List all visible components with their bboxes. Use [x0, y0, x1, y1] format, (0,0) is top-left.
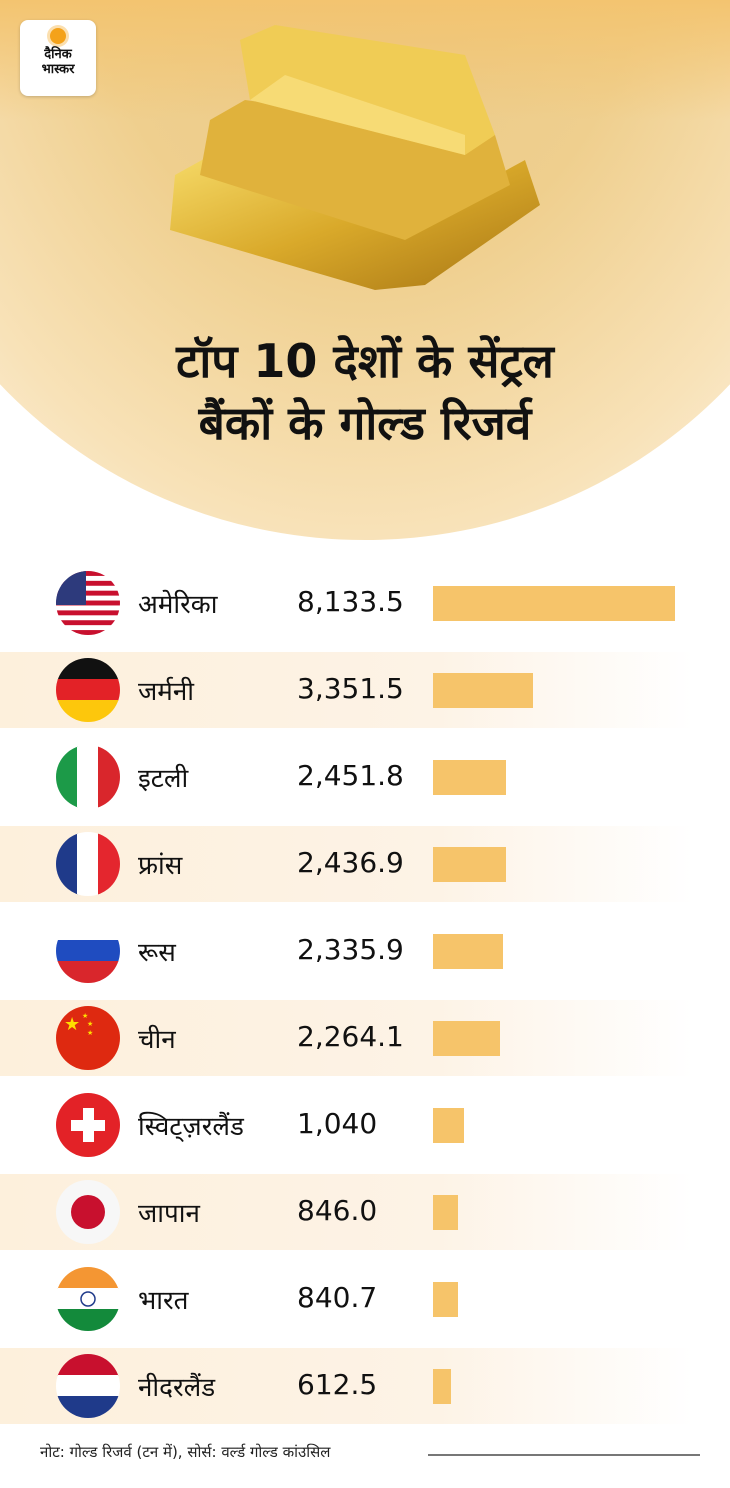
logo-text-1: दैनिक — [44, 47, 72, 62]
bar-usa — [433, 586, 675, 621]
chart-row: ★ ★ ★ ★ चीन 2,264.1 — [0, 1000, 730, 1076]
country-label: फ्रांस — [138, 851, 183, 881]
svg-text:★: ★ — [64, 1014, 80, 1035]
country-label: नीदरलैंड — [138, 1373, 216, 1403]
chart-row: रूस 2,335.9 — [0, 913, 730, 989]
divider — [428, 1454, 700, 1456]
value-label: 2,335.9 — [297, 933, 404, 966]
india-flag-icon — [56, 1267, 120, 1331]
bar-germany — [433, 673, 533, 708]
country-label: जापान — [138, 1199, 200, 1229]
country-label: भारत — [138, 1286, 189, 1316]
bar-russia — [433, 934, 503, 969]
chart-row: अमेरिका 8,133.5 — [0, 565, 730, 641]
chart-row: जर्मनी 3,351.5 — [0, 652, 730, 728]
germany-flag-icon — [56, 658, 120, 722]
italy-flag-icon — [56, 745, 120, 809]
bar-italy — [433, 760, 506, 795]
title-line-2: बैंकों के गोल्ड रिजर्व — [198, 396, 532, 450]
chart-row: जापान 846.0 — [0, 1174, 730, 1250]
france-flag-icon — [56, 832, 120, 896]
chart-row: भारत 840.7 — [0, 1261, 730, 1337]
netherlands-flag-icon — [56, 1354, 120, 1418]
china-flag-icon: ★ ★ ★ ★ — [56, 1006, 120, 1070]
svg-text:★: ★ — [87, 1029, 93, 1037]
value-label: 2,436.9 — [297, 846, 404, 879]
dainik-bhaskar-logo: दैनिक भास्कर — [20, 20, 96, 96]
bar-india — [433, 1282, 458, 1317]
chart-row: स्विट्ज़रलैंड 1,040 — [0, 1087, 730, 1163]
country-label: चीन — [138, 1025, 176, 1055]
logo-text-2: भास्कर — [41, 62, 75, 77]
bar-france — [433, 847, 506, 882]
value-label: 2,264.1 — [297, 1020, 404, 1053]
svg-text:★: ★ — [87, 1020, 93, 1028]
bar-netherlands — [433, 1369, 452, 1404]
bar-china — [433, 1021, 501, 1056]
bar-japan — [433, 1195, 459, 1230]
country-label: स्विट्ज़रलैंड — [138, 1112, 244, 1142]
title-line-1: टॉप 10 देशों के सेंट्रल — [176, 334, 554, 388]
value-label: 846.0 — [297, 1194, 378, 1227]
chart-row: नीदरलैंड 612.5 — [0, 1348, 730, 1424]
russia-flag-icon — [56, 919, 120, 983]
usa-flag-icon — [56, 571, 120, 635]
value-label: 8,133.5 — [297, 585, 404, 618]
japan-flag-icon — [56, 1180, 120, 1244]
chart-row: फ्रांस 2,436.9 — [0, 826, 730, 902]
gold-bars-illustration — [170, 25, 540, 290]
value-label: 3,351.5 — [297, 672, 404, 705]
source-note: नोट: गोल्ड रिजर्व (टन में), सोर्स: वर्ल्… — [40, 1443, 331, 1461]
svg-text:★: ★ — [82, 1012, 88, 1020]
country-label: अमेरिका — [138, 590, 218, 620]
country-label: रूस — [138, 938, 176, 968]
country-label: इटली — [138, 764, 189, 794]
value-label: 612.5 — [297, 1368, 378, 1401]
bar-switzerland — [433, 1108, 464, 1143]
chart-row: इटली 2,451.8 — [0, 739, 730, 815]
value-label: 840.7 — [297, 1281, 378, 1314]
switzerland-flag-icon — [56, 1093, 120, 1157]
value-label: 2,451.8 — [297, 759, 404, 792]
sun-icon — [50, 28, 66, 44]
hero-banner: दैनिक भास्कर टॉप 10 देशों के सेंट्रल बैं… — [0, 0, 730, 540]
country-label: जर्मनी — [138, 677, 195, 707]
page-title: टॉप 10 देशों के सेंट्रल बैंकों के गोल्ड … — [0, 330, 730, 454]
value-label: 1,040 — [297, 1107, 378, 1140]
